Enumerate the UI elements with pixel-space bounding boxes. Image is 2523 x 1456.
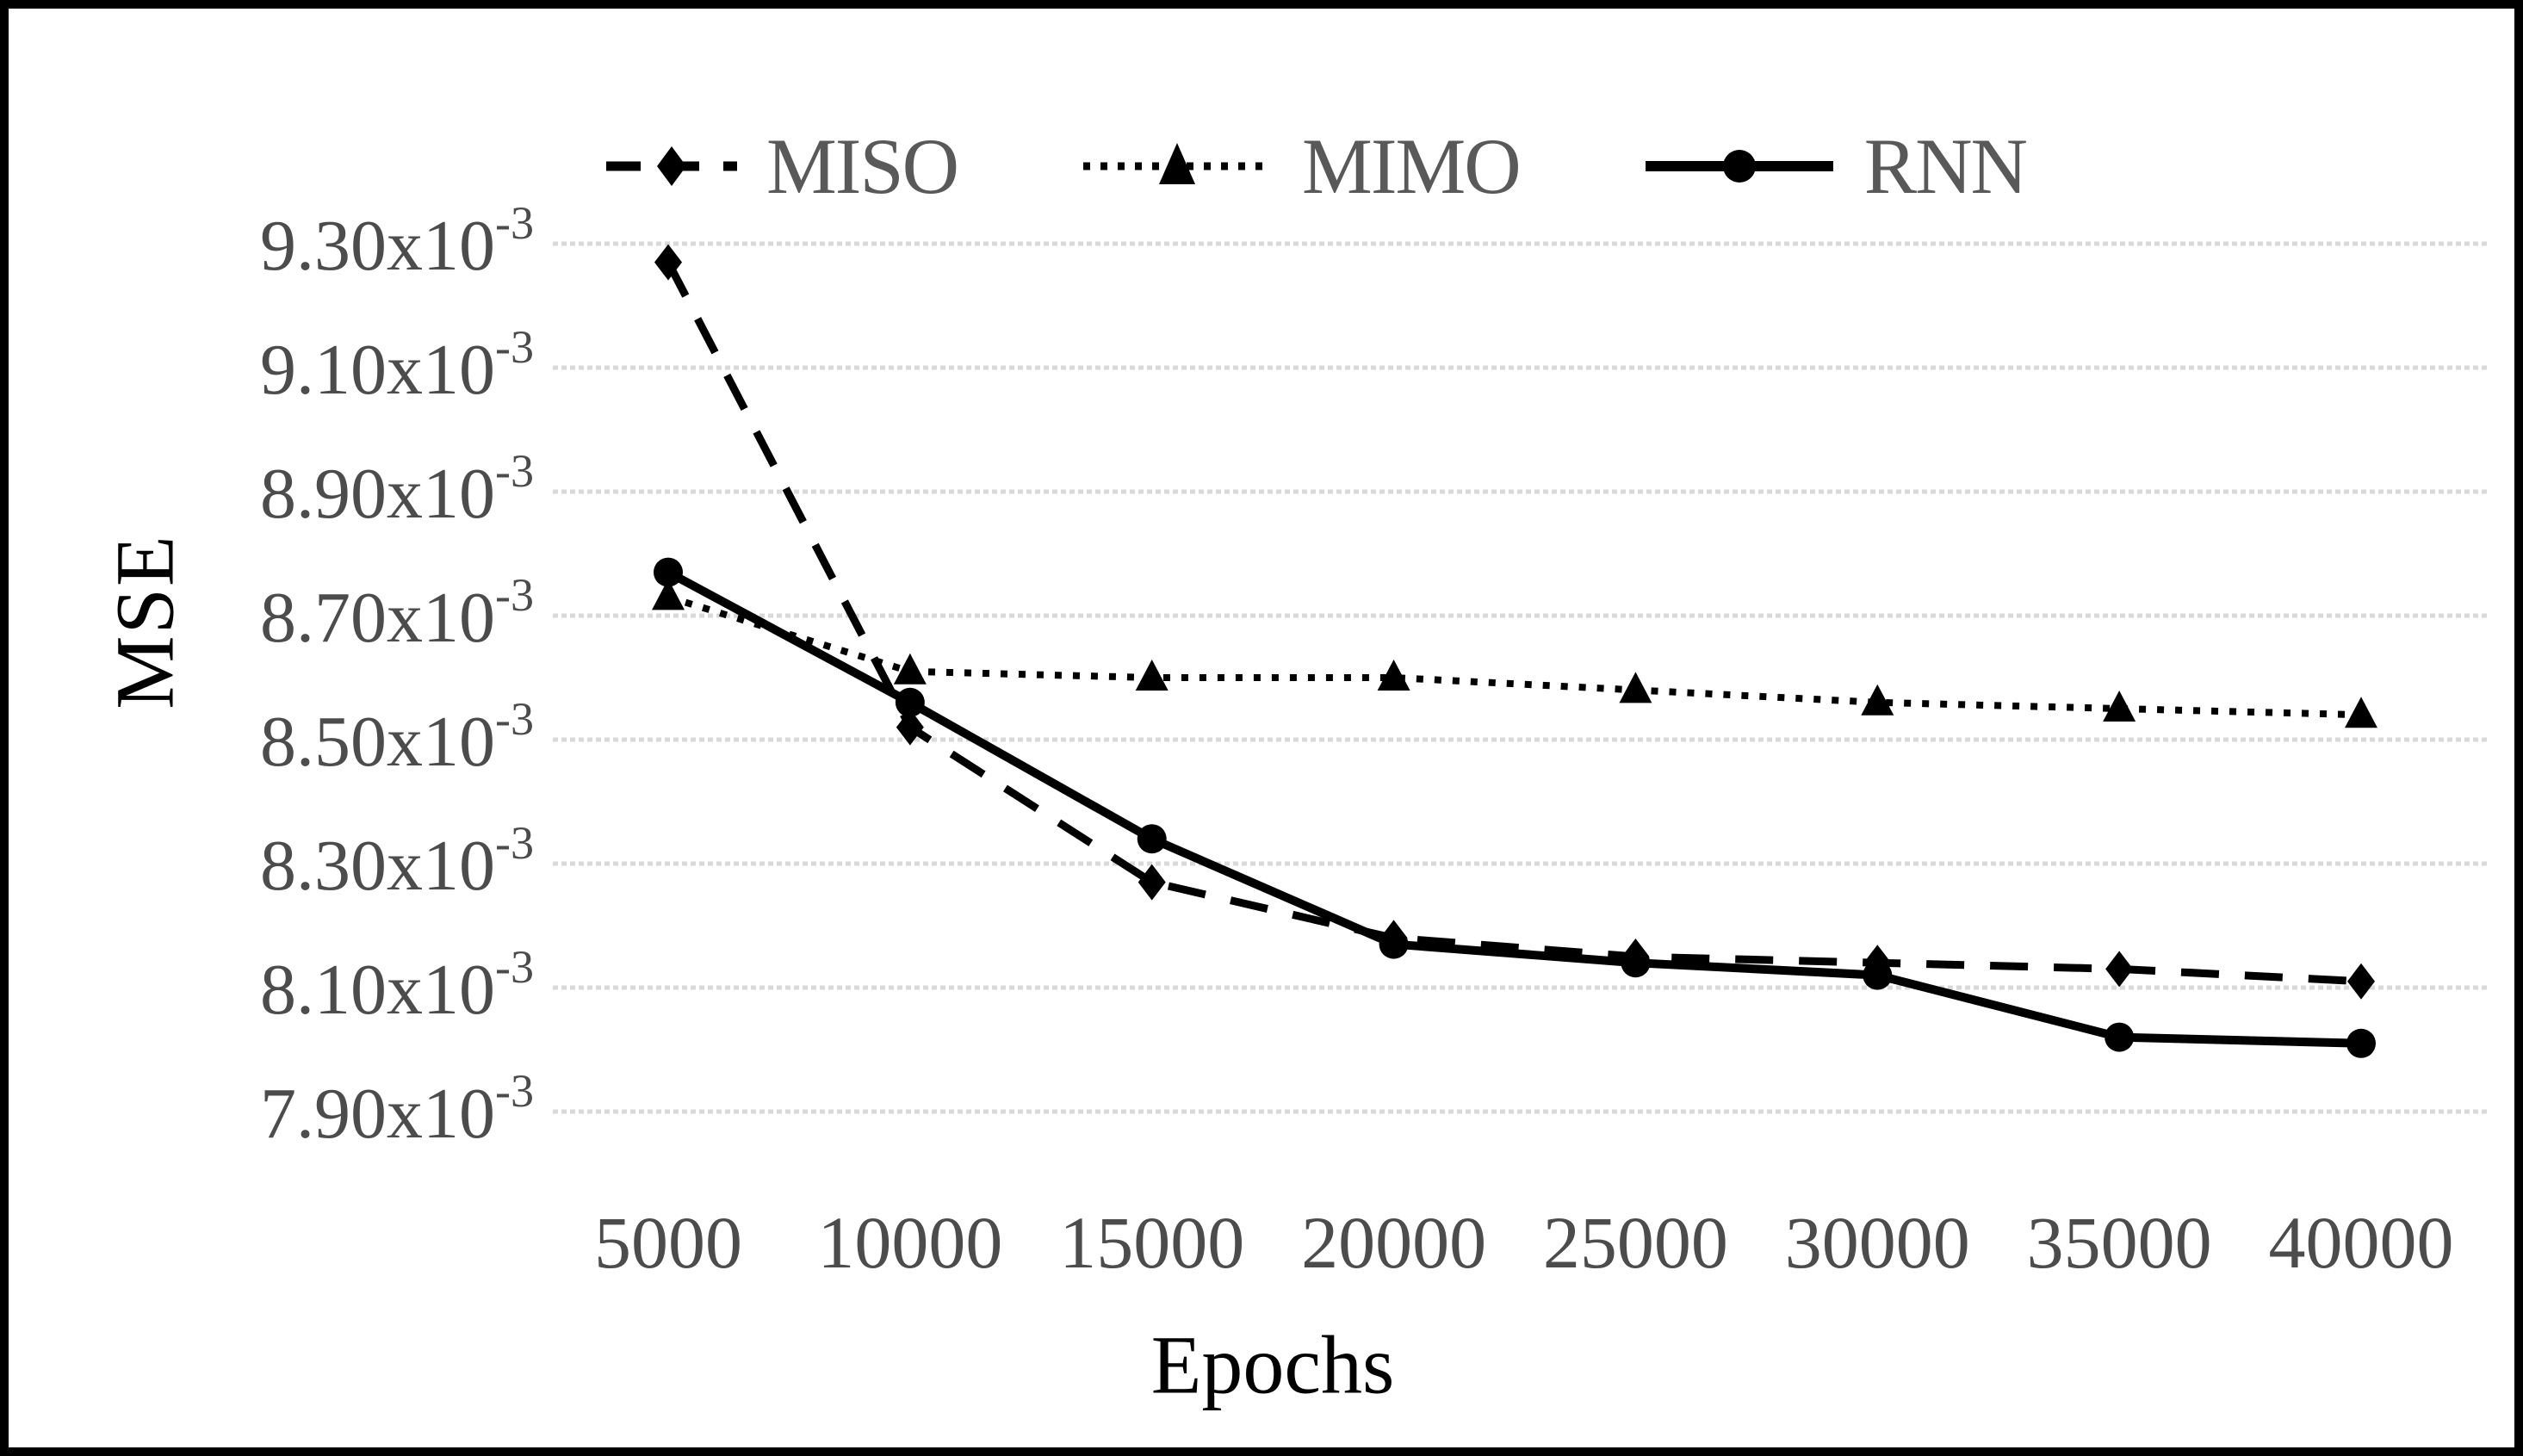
x-tick-label: 20000 xyxy=(1301,1201,1486,1284)
x-tick-label: 10000 xyxy=(817,1201,1002,1284)
miso-marker xyxy=(2105,951,2134,988)
mimo-marker xyxy=(893,653,927,685)
rnn-legend-sample xyxy=(1645,150,1833,183)
legend-item-rnn: RNN xyxy=(1640,122,2028,210)
mimo-marker xyxy=(1135,660,1169,691)
y-tick-label: 8.70x10-3 xyxy=(260,569,534,658)
y-tick-label: 8.50x10-3 xyxy=(260,693,534,782)
legend-label-miso: MISO xyxy=(766,122,959,210)
legend: MISO MIMO RNN xyxy=(603,119,2028,214)
miso-marker xyxy=(1138,864,1166,901)
mimo-marker xyxy=(1861,684,1894,716)
x-tick-label: 15000 xyxy=(1059,1201,1244,1284)
rnn-marker xyxy=(654,557,683,587)
miso-legend-diamond-icon xyxy=(657,146,686,186)
mimo-marker xyxy=(1619,672,1652,703)
y-tick-label: 8.90x10-3 xyxy=(260,445,534,534)
miso-marker xyxy=(654,244,682,281)
y-tick-label: 8.10x10-3 xyxy=(260,941,534,1030)
y-axis-title: MSE xyxy=(98,534,191,709)
rnn-marker xyxy=(1379,929,1409,959)
mimo-marker xyxy=(2345,697,2377,728)
legend-label-mimo: MIMO xyxy=(1302,122,1522,210)
mimo-legend-sample xyxy=(1083,143,1272,184)
series-rnn-line xyxy=(666,568,2362,1048)
y-tick-label: 9.30x10-3 xyxy=(260,197,534,286)
mimo-marker xyxy=(1377,660,1410,691)
rnn-marker xyxy=(1621,948,1651,978)
y-tick-label: 9.10x10-3 xyxy=(260,321,534,410)
y-tick-label: 8.30x10-3 xyxy=(260,817,534,906)
series-mimo-line xyxy=(666,593,2362,719)
rnn-marker xyxy=(2346,1028,2376,1058)
mimo-legend-triangle-icon xyxy=(1159,143,1196,184)
series-miso-line xyxy=(665,260,2362,986)
x-tick-label: 25000 xyxy=(1543,1201,1728,1284)
x-tick-label: 35000 xyxy=(2027,1201,2212,1284)
y-tick-label: 7.90x10-3 xyxy=(260,1065,534,1154)
rnn-marker xyxy=(1863,960,1893,990)
mimo-marker xyxy=(652,579,685,610)
mimo-marker xyxy=(2103,691,2136,722)
miso-marker xyxy=(896,709,924,746)
chart-canvas: 9.30x10-3 9.10x10-3 8.90x10-3 8.70x10-3 8.50… xyxy=(260,197,2487,1284)
x-axis-title: Epochs xyxy=(1150,1318,1395,1411)
rnn-legend-circle-icon xyxy=(1722,150,1756,183)
rnn-marker xyxy=(2105,1022,2135,1052)
rnn-marker xyxy=(1137,824,1167,854)
miso-marker xyxy=(2347,963,2375,1000)
x-tick-label: 40000 xyxy=(2269,1201,2454,1284)
x-tick-label: 5000 xyxy=(594,1201,742,1284)
legend-item-miso: MISO xyxy=(603,122,959,210)
miso-legend-sample xyxy=(606,146,737,186)
x-tick-label: 30000 xyxy=(1785,1201,1970,1284)
legend-item-mimo: MIMO xyxy=(1078,122,1522,210)
legend-label-rnn: RNN xyxy=(1863,122,2028,210)
rnn-marker xyxy=(895,687,925,717)
